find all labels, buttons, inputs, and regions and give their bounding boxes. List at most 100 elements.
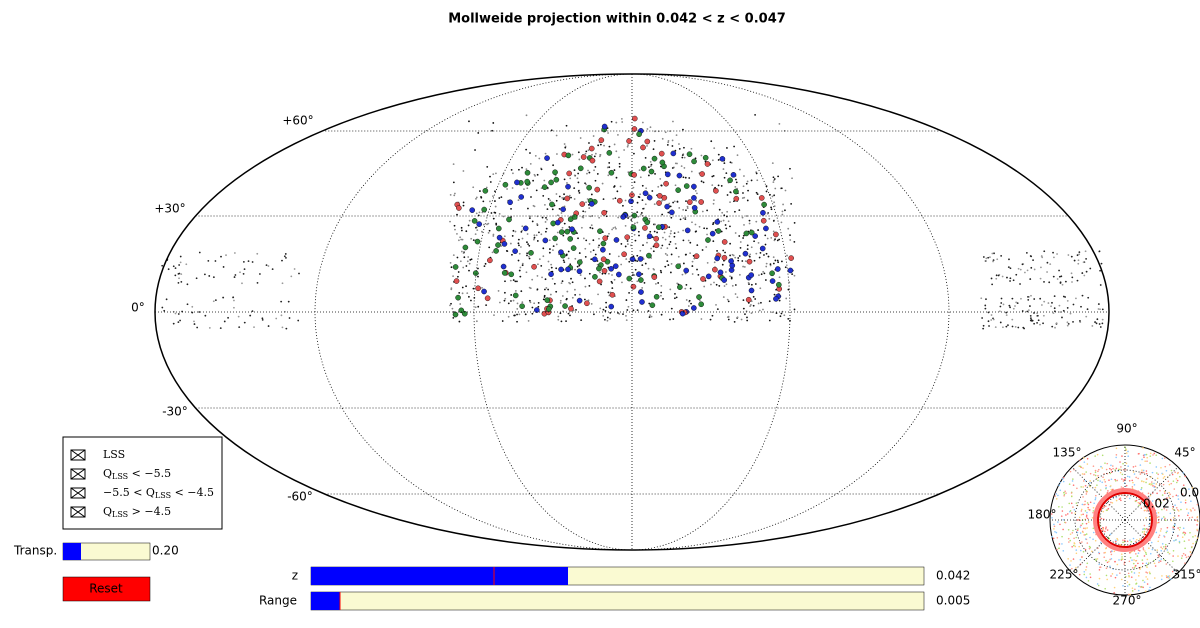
galaxy	[772, 176, 775, 179]
polar-point	[1137, 589, 1140, 592]
galaxy	[493, 314, 495, 317]
polar-point	[1160, 578, 1163, 581]
polar-point	[1085, 533, 1088, 535]
galaxy	[542, 195, 545, 197]
galaxy	[1064, 280, 1067, 283]
galaxy	[736, 316, 739, 319]
polar-point	[1123, 494, 1125, 497]
galaxy	[675, 247, 678, 250]
galaxy	[526, 254, 528, 257]
galaxy	[219, 327, 222, 330]
galaxy	[660, 247, 663, 250]
galaxy	[456, 232, 458, 235]
polar-point	[1103, 556, 1106, 558]
polar-point	[1131, 479, 1134, 482]
galaxy	[721, 263, 724, 266]
galaxy	[738, 255, 741, 257]
marker	[616, 197, 623, 204]
reset-button[interactable]	[62, 576, 151, 602]
polar-point	[1105, 468, 1108, 471]
galaxy	[636, 221, 639, 224]
galaxy	[685, 283, 688, 286]
galaxy	[746, 316, 748, 319]
polar-point	[1160, 546, 1162, 548]
polar-grid	[1124, 466, 1179, 521]
galaxy	[560, 282, 563, 285]
galaxy	[772, 181, 775, 184]
galaxy	[566, 182, 568, 184]
galaxy	[1052, 251, 1054, 254]
galaxy	[770, 236, 773, 239]
range-slider[interactable]	[310, 591, 925, 611]
galaxy	[563, 261, 566, 264]
galaxy	[598, 237, 600, 240]
galaxy	[459, 236, 462, 239]
polar-angle-label: 180°	[1028, 508, 1057, 522]
polar-point	[1120, 553, 1123, 555]
galaxy	[632, 309, 635, 312]
marker	[775, 266, 781, 272]
galaxy	[700, 154, 703, 157]
marker	[698, 199, 704, 205]
lat-label: -60°	[287, 490, 313, 504]
galaxy	[996, 258, 999, 261]
marker	[653, 242, 660, 249]
galaxy	[672, 318, 675, 320]
polar-point	[1070, 495, 1073, 498]
galaxy	[198, 311, 201, 313]
galaxy	[649, 314, 651, 317]
galaxy	[540, 264, 543, 267]
marker	[506, 216, 512, 223]
polar-point	[1165, 543, 1167, 546]
galaxy	[502, 173, 505, 175]
polar-point	[1162, 483, 1165, 486]
galaxy	[596, 173, 599, 175]
polar-point	[1141, 480, 1143, 483]
galaxy	[750, 246, 753, 249]
marker	[656, 192, 663, 199]
galaxy	[793, 274, 796, 277]
galaxy	[518, 244, 520, 247]
polar-point	[1160, 467, 1162, 469]
polar-point	[1182, 484, 1185, 487]
galaxy	[618, 165, 621, 168]
polar-point	[1149, 494, 1152, 497]
polar-point	[1135, 476, 1137, 479]
polar-point	[1145, 478, 1148, 480]
polar-point	[1140, 488, 1142, 491]
polar-point	[1126, 585, 1129, 587]
galaxy	[738, 209, 741, 212]
galaxy	[485, 304, 488, 306]
galaxy	[789, 234, 791, 236]
galaxy	[1030, 294, 1032, 297]
polar-point	[1108, 537, 1110, 540]
galaxy	[788, 281, 791, 284]
galaxy	[544, 203, 546, 206]
galaxy	[591, 153, 593, 156]
polar-point	[1079, 465, 1082, 468]
galaxy	[521, 225, 524, 228]
galaxy	[668, 235, 671, 238]
galaxy	[725, 172, 728, 175]
galaxy	[1005, 311, 1008, 314]
polar-point	[1166, 549, 1169, 551]
galaxy	[772, 220, 775, 222]
galaxy	[474, 306, 477, 309]
polar-point	[1063, 493, 1066, 496]
galaxy	[472, 239, 475, 242]
polar-point	[1167, 577, 1170, 579]
polar-point	[1172, 480, 1175, 482]
galaxy	[238, 326, 241, 329]
galaxy	[267, 265, 270, 267]
galaxy	[747, 281, 750, 284]
galaxy	[203, 273, 206, 276]
galaxy	[454, 228, 456, 231]
polar-point	[1178, 514, 1180, 517]
galaxy	[706, 233, 708, 236]
polar-point	[1155, 466, 1158, 468]
galaxy	[646, 128, 649, 130]
galaxy	[987, 320, 990, 323]
polar-point	[1109, 551, 1112, 553]
polar-point	[1143, 530, 1146, 533]
galaxy	[584, 210, 587, 213]
